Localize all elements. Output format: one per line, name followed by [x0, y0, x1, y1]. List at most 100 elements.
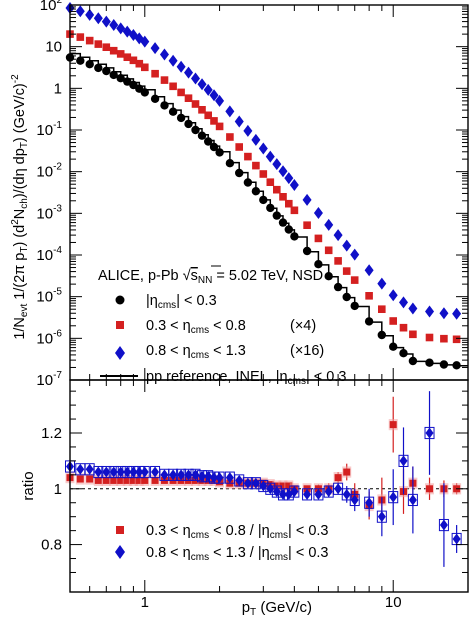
spectra-point-s1-15	[184, 94, 193, 102]
ratio-sysbox-s1-42	[424, 426, 435, 440]
ylabel-sub3: ch	[19, 198, 30, 209]
legend-entry-3-post: | < 0.3	[306, 369, 346, 385]
top-ytick-label-4: 10-3	[36, 203, 62, 222]
bot-ytick-label-0: 0.8	[41, 537, 62, 554]
top-ytick-label-exp-5: -2	[53, 162, 62, 173]
top-ytick-label-exp-3: -4	[53, 245, 62, 256]
x-tick-labels: 1 10	[141, 594, 402, 611]
ratio-point-s1-44	[452, 533, 461, 545]
spectra-point-s2-20	[215, 94, 225, 107]
spectra-legend: ALICE, p-Pb √sNN = 5.02 TeV, NSD |ηcms| …	[98, 265, 346, 387]
spectra-point-s2-26	[265, 150, 275, 163]
legend-entry-2-pre: 0.8 < η	[146, 343, 191, 359]
ratio-point-s1-23	[243, 477, 252, 489]
legend-entry-1-factor: (×4)	[290, 318, 316, 334]
top-ytick-label-5: 10-2	[36, 162, 62, 181]
top-ytick-label-2: 10-5	[36, 287, 62, 306]
legend-entry-1-sub: cms	[191, 325, 209, 336]
top-ytick-label-base-3: 10	[36, 247, 53, 264]
ratio-legend-1-pre: 0.8 < η	[146, 545, 191, 561]
ratio-point-s0-10	[141, 476, 149, 484]
ylabel-sub4: T	[19, 142, 30, 148]
spectra-point-s1-43	[440, 334, 448, 343]
ratio-point-s0-42	[426, 485, 434, 493]
ratio-point-s1-41	[408, 494, 417, 506]
ratio-legend-0-post: | < 0.3	[288, 523, 328, 539]
spectra-point-s1-7	[123, 53, 132, 61]
spectra-point-s2-2	[85, 8, 95, 21]
ratio-sysbox-s1-10	[139, 465, 150, 479]
spectra-point-s0-16	[191, 125, 200, 135]
spectra-point-s2-18	[203, 83, 213, 96]
spectra-point-s1-12	[160, 76, 169, 84]
ratio-sysbox-s1-40	[398, 454, 409, 467]
ratio-sysbox-s1-38	[376, 510, 387, 523]
spectra-point-s1-44	[452, 335, 461, 344]
ratio-point-s1-39	[389, 491, 398, 503]
ratio-point-s1-22	[235, 474, 244, 486]
top-ytick-label-exp-6: -1	[53, 120, 62, 131]
spectra-point-s2-31	[302, 193, 312, 206]
spectra-point-s2-39	[388, 289, 398, 302]
ratio-sysbox-s1-31	[302, 488, 313, 501]
ratio-point-s1-28	[278, 488, 287, 500]
ratio-point-s1-12	[160, 469, 169, 481]
ratio-point-s1-31	[303, 488, 312, 500]
ratio-point-s1-38	[377, 511, 386, 523]
spectra-point-s1-27	[273, 185, 281, 194]
spectra-point-s1-11	[151, 69, 159, 78]
spectra-point-s1-10	[141, 63, 149, 72]
ratio-sysbox-s1-30	[289, 485, 300, 498]
top-ytick-label-6: 10-1	[36, 120, 62, 139]
spectra-point-s2-22	[234, 115, 244, 128]
ratio-plot-frame	[69, 379, 469, 593]
spectra-point-s2-32	[313, 206, 323, 219]
ratio-legend-0-mid: < 0.8 / |η	[209, 523, 270, 539]
spectra-point-s2-40	[398, 296, 408, 309]
ratio-y-axis-label: ratio	[20, 471, 37, 500]
spectra-point-s2-14	[176, 60, 186, 73]
legend-marker-diamond	[115, 346, 125, 360]
top-ytick-label-exp-2: -5	[53, 287, 62, 298]
ratio-legend-1-post: | < 0.3	[288, 545, 328, 561]
ratio-point-s1-37	[365, 497, 374, 509]
top-ytick-label-9: 102	[40, 0, 63, 14]
ratio-point-s0-11	[151, 476, 159, 484]
legend-entry-0-post: | < 0.3	[176, 293, 216, 309]
ratio-point-s1-2	[85, 463, 94, 475]
top-ytick-label-base-9: 10	[40, 0, 57, 14]
ratio-point-s1-42	[425, 427, 434, 439]
spectra-axis-ticks	[69, 5, 469, 381]
spectra-point-s2-10	[140, 35, 150, 48]
ratio-point-s1-21	[225, 472, 234, 484]
ratio-point-s1-32	[314, 488, 323, 500]
xlabel-post: (GeV/c)	[256, 599, 312, 616]
spectra-point-s2-16	[190, 72, 200, 85]
spectra-point-s1-30	[290, 206, 299, 215]
ratio-point-s0-28	[279, 482, 287, 490]
spectra-point-s2-44	[452, 307, 462, 320]
ratio-point-s0-6	[117, 476, 125, 484]
ratio-sysbox-s1-32	[313, 488, 324, 501]
spectra-y-axis-label: 1/Nevt 1/(2π pT) (d2Nch)/(dη dpT) (GeV/c…	[10, 74, 30, 340]
ratio-panel: 0.811.2 1 10 ratio 0.3 < ηcms < 0.8 / |ηc…	[20, 379, 469, 618]
ratio-point-s0-35	[343, 468, 351, 476]
legend-entry-3-pre: pp reference, INEL, |η	[146, 369, 288, 385]
ylabel-sub2: T	[19, 247, 30, 253]
spectra-point-s2-19	[209, 89, 219, 102]
spectra-point-s2-36	[350, 248, 360, 261]
ratio-point-s1-19	[210, 472, 219, 484]
ratio-sysbox-s1-20	[214, 471, 225, 484]
ylabel-sup1: 2	[10, 219, 21, 225]
spectra-point-s2-3	[93, 12, 103, 25]
spectra-point-s2-13	[168, 54, 178, 67]
ratio-point-s1-20	[215, 472, 224, 484]
legend-entry-2-post: < 1.3	[209, 343, 246, 359]
spectra-point-s2-43	[439, 307, 449, 320]
ratio-point-s1-35	[342, 488, 351, 500]
ratio-point-s1-8	[129, 466, 138, 478]
ratio-point-s1-36	[350, 494, 359, 506]
spectra-point-s1-37	[365, 292, 373, 300]
spectra-point-s2-37	[364, 264, 374, 277]
spectra-point-s1-40	[399, 323, 408, 332]
